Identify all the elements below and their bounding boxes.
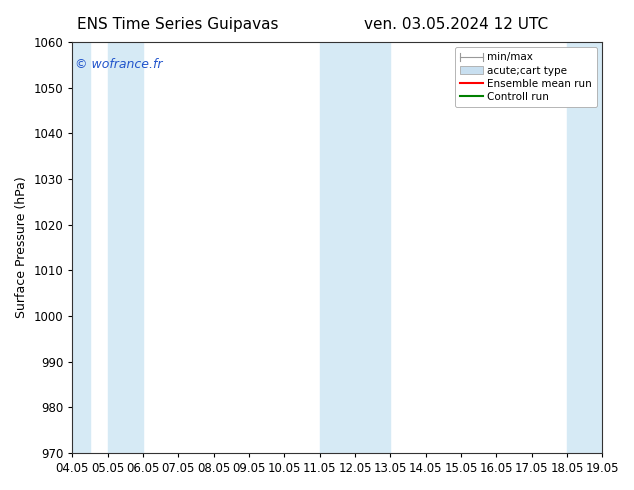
Text: ENS Time Series Guipavas: ENS Time Series Guipavas	[77, 17, 278, 32]
Bar	[108, 42, 143, 453]
Bar	[320, 42, 391, 453]
Bar	[567, 42, 602, 453]
Title: ENS Time Series Guipavas     ven. 03.05.2024 12 UTC: ENS Time Series Guipavas ven. 03.05.2024…	[0, 489, 1, 490]
Bar	[72, 42, 90, 453]
Y-axis label: Surface Pressure (hPa): Surface Pressure (hPa)	[15, 176, 28, 318]
Text: ven. 03.05.2024 12 UTC: ven. 03.05.2024 12 UTC	[365, 17, 548, 32]
Text: © wofrance.fr: © wofrance.fr	[75, 58, 162, 72]
Legend: min/max, acute;cart type, Ensemble mean run, Controll run: min/max, acute;cart type, Ensemble mean …	[455, 47, 597, 107]
